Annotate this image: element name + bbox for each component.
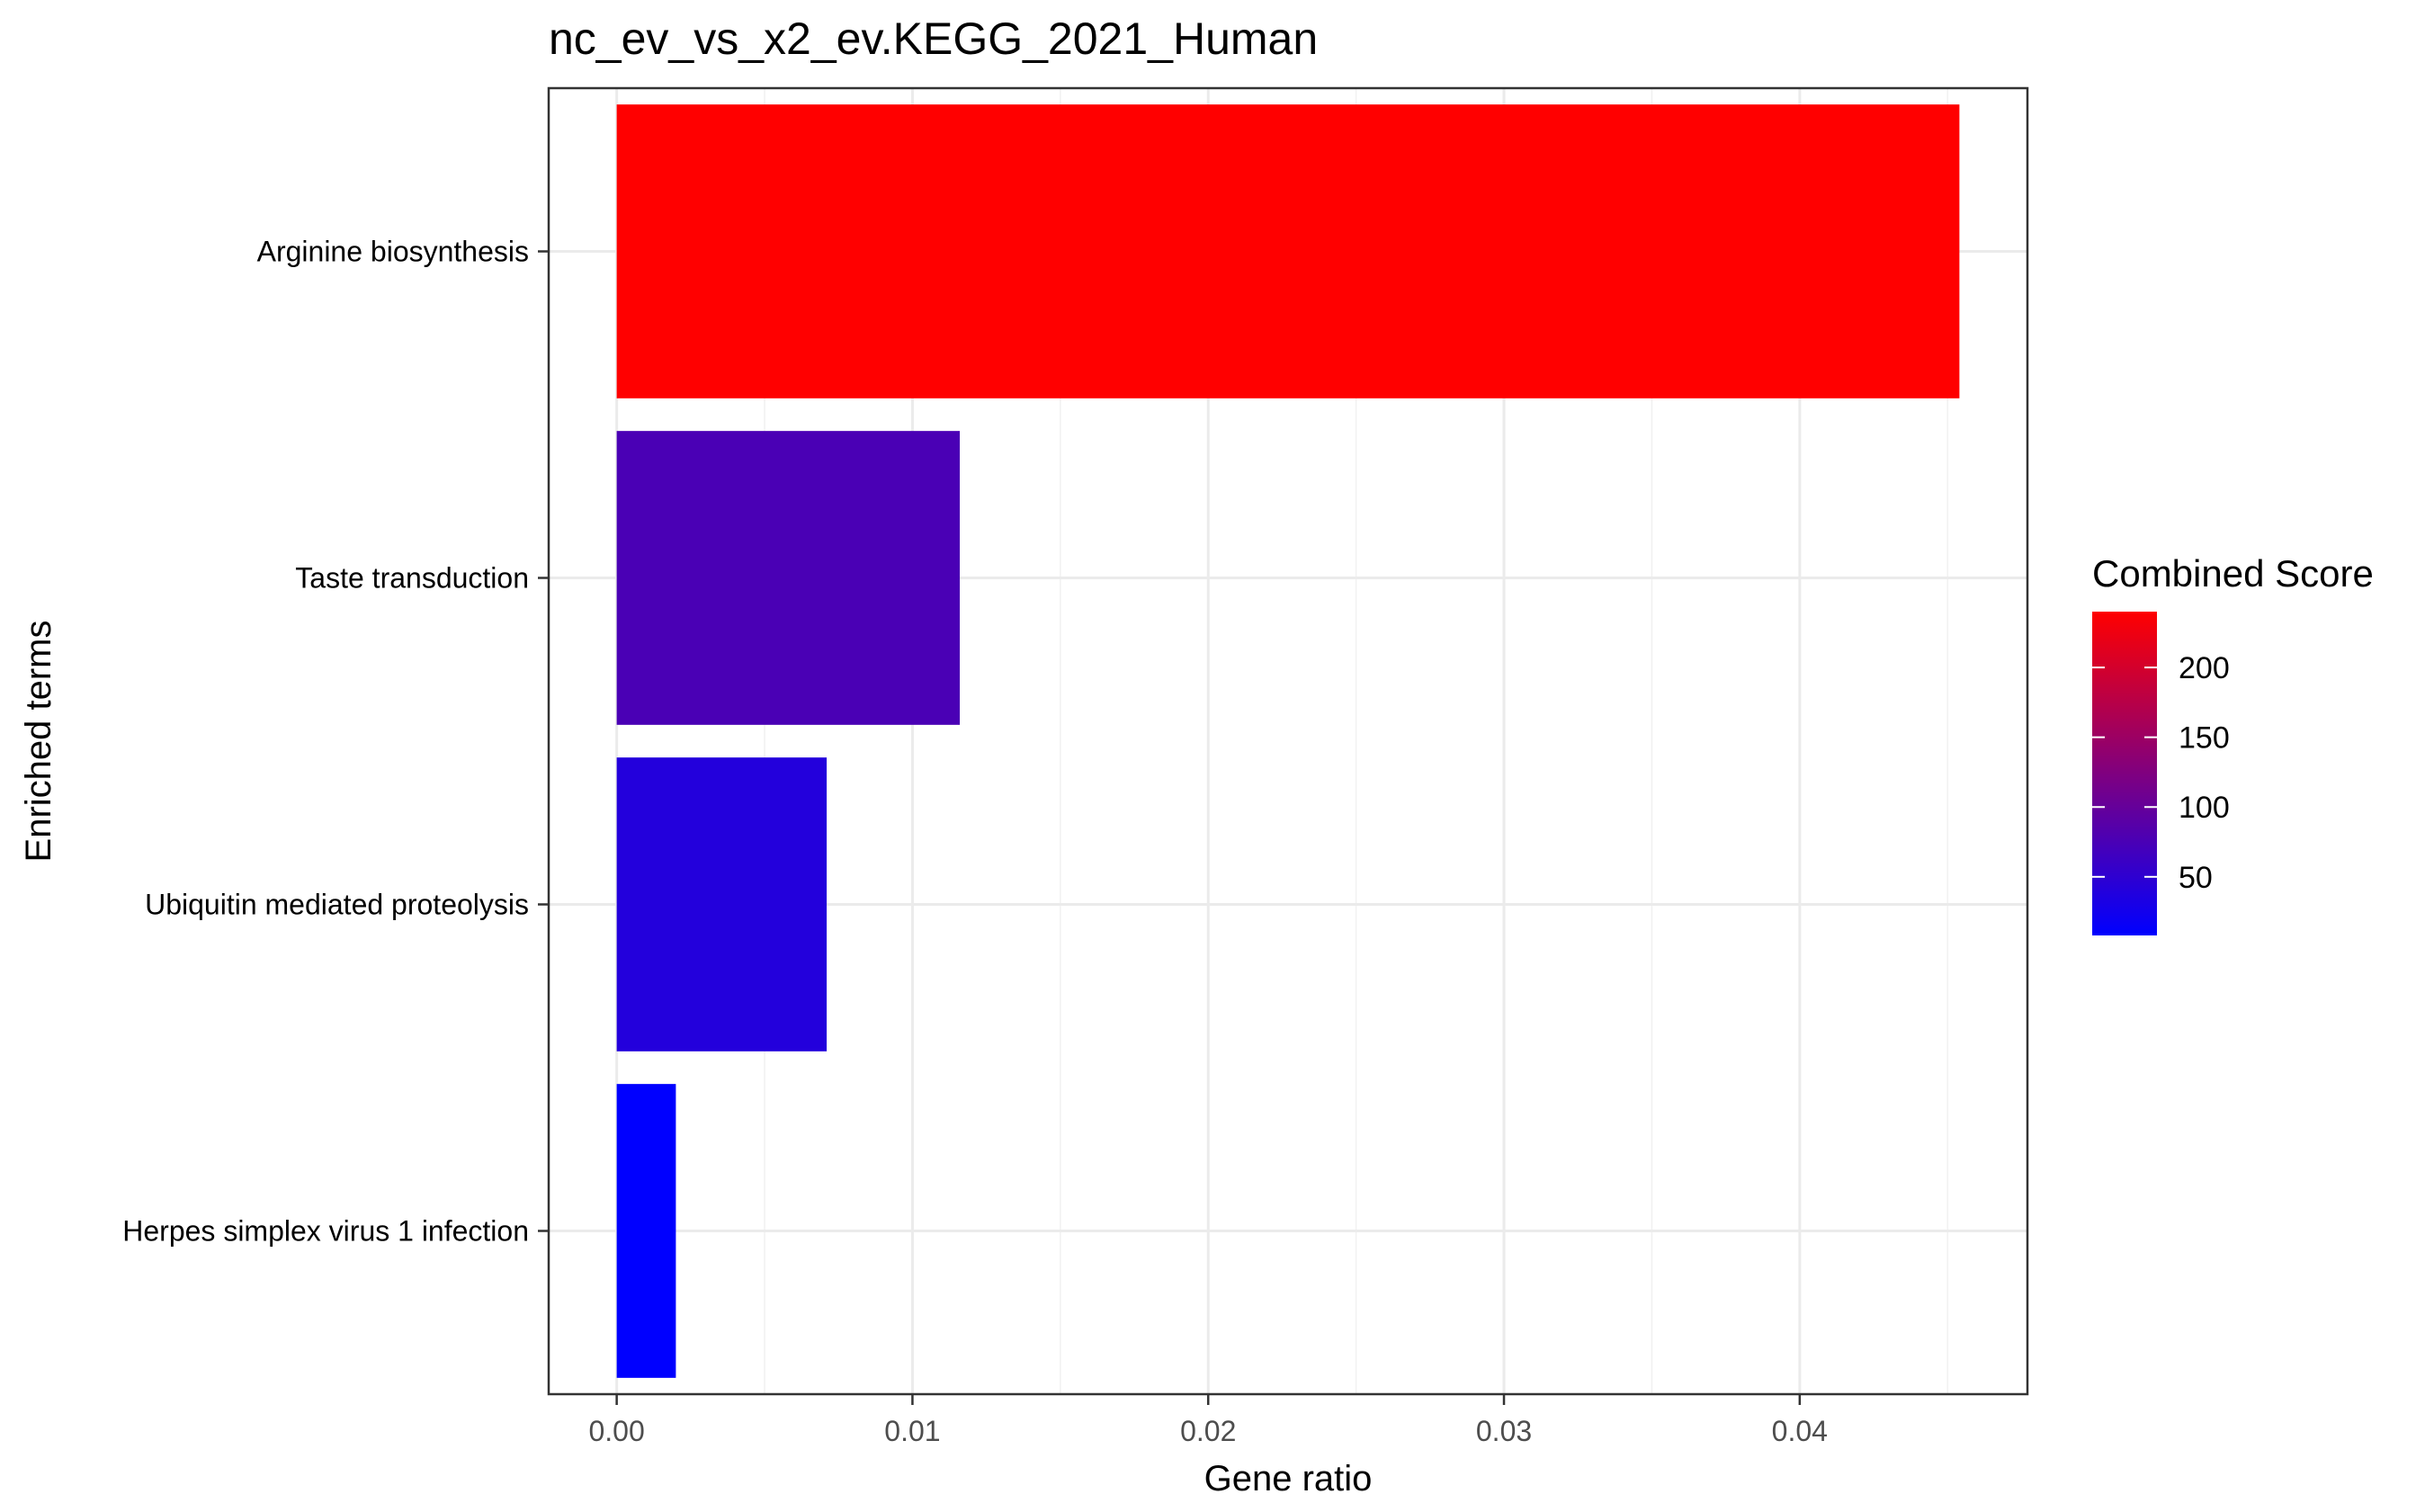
y-tick-label: Herpes simplex virus 1 infection — [122, 1215, 529, 1248]
bars — [616, 104, 1960, 1378]
x-tick-label: 0.00 — [588, 1415, 644, 1447]
legend-title: Combined Score — [2092, 552, 2374, 595]
bar — [616, 757, 828, 1051]
legend-tick-label: 100 — [2179, 791, 2230, 825]
plot-border — [547, 86, 2029, 1396]
x-axis: 0.00 0.01 0.02 0.03 0.04 — [588, 1394, 1828, 1447]
x-tick-label: 0.04 — [1772, 1415, 1828, 1447]
x-tick-label: 0.01 — [884, 1415, 940, 1447]
legend-tick-label: 200 — [2179, 651, 2230, 685]
bar — [616, 431, 961, 725]
y-axis: Arginine biosynthesis Taste transduction U… — [122, 236, 549, 1248]
bar — [616, 104, 1960, 398]
legend: Combined Score 50 100 150 200 — [2092, 552, 2374, 935]
x-axis-label: Gene ratio — [1204, 1459, 1373, 1499]
bar — [616, 1084, 676, 1378]
x-tick-label: 0.02 — [1180, 1415, 1236, 1447]
y-tick-label: Arginine biosynthesis — [257, 236, 529, 268]
x-tick-label: 0.03 — [1476, 1415, 1532, 1447]
legend-colorbar — [2092, 612, 2157, 935]
legend-tick-label: 150 — [2179, 721, 2230, 756]
y-axis-label: Enriched terms — [19, 621, 58, 863]
y-tick-label: Taste transduction — [295, 562, 529, 595]
chart-title: nc_ev_vs_x2_ev.KEGG_2021_Human — [549, 13, 1318, 64]
legend-tick-label: 50 — [2179, 861, 2213, 895]
y-tick-label: Ubiquitin mediated proteolysis — [145, 889, 529, 921]
